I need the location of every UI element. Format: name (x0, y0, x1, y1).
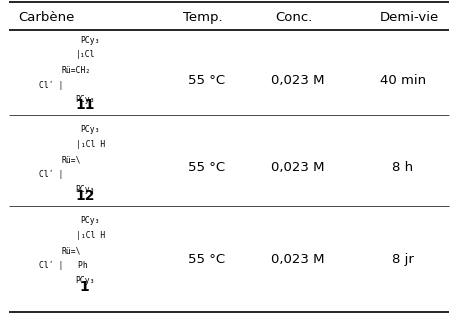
Text: 40 min: 40 min (380, 73, 426, 87)
Text: 55 °C: 55 °C (187, 73, 225, 87)
Text: Clʹ |: Clʹ | (39, 80, 63, 90)
Text: 0,023 M: 0,023 M (271, 252, 324, 266)
Text: Rü=\: Rü=\ (62, 156, 82, 165)
Text: |₁Cl H: |₁Cl H (76, 140, 105, 149)
Text: PCy₃: PCy₃ (80, 216, 100, 225)
Text: 8 h: 8 h (393, 161, 414, 175)
Text: PCy₃: PCy₃ (76, 95, 95, 104)
Text: Rü=CH₂: Rü=CH₂ (62, 66, 91, 75)
Text: PCy₃: PCy₃ (76, 185, 95, 193)
Text: 55 °C: 55 °C (187, 161, 225, 175)
Text: 0,023 M: 0,023 M (271, 161, 324, 175)
Text: PCy₃: PCy₃ (80, 36, 100, 45)
Text: Temp.: Temp. (183, 11, 223, 24)
Text: Demi-vie: Demi-vie (380, 11, 439, 24)
Text: |₁Cl H: |₁Cl H (76, 231, 105, 240)
Text: 8 jr: 8 jr (392, 252, 414, 266)
Text: Clʹ |   Ph: Clʹ | Ph (39, 261, 87, 270)
Text: 0,023 M: 0,023 M (271, 73, 324, 87)
Text: Rü=\: Rü=\ (62, 247, 82, 256)
Text: PCy₃: PCy₃ (80, 125, 100, 134)
Text: |₁Cl: |₁Cl (76, 50, 95, 59)
Text: Carbène: Carbène (18, 11, 75, 24)
Text: 1: 1 (80, 280, 90, 294)
Text: 55 °C: 55 °C (187, 252, 225, 266)
Text: PCy₃: PCy₃ (76, 276, 95, 284)
Text: Conc.: Conc. (275, 11, 312, 24)
Text: 12: 12 (75, 189, 94, 203)
Text: Clʹ |: Clʹ | (39, 170, 63, 179)
Text: 11: 11 (75, 98, 94, 112)
